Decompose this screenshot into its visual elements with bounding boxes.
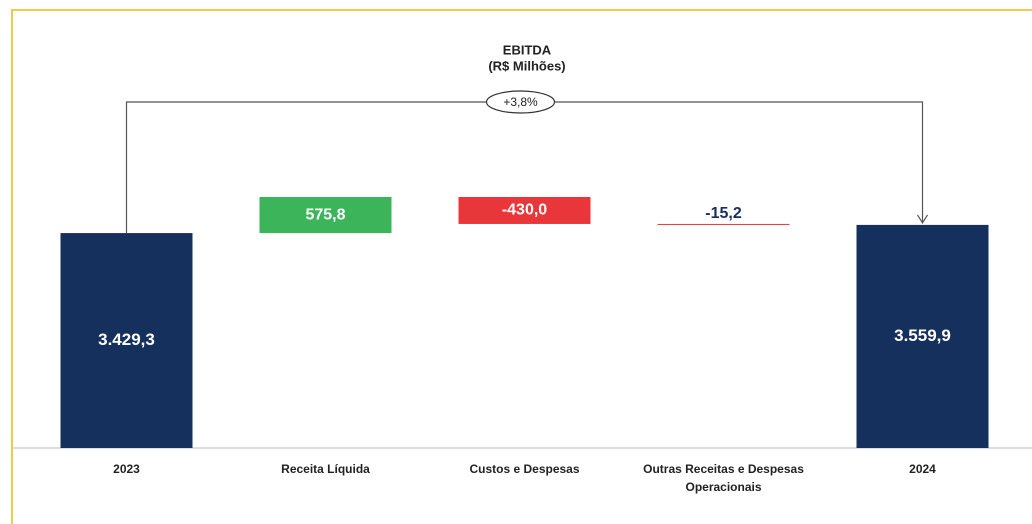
annotation-bubble: [485, 90, 556, 114]
bar: [856, 224, 989, 448]
arrow-head: [916, 214, 929, 225]
x-tick-label: Outras Receitas e Despesas Operacionais: [643, 462, 804, 494]
frame: [11, 9, 1032, 524]
data-label: -15,2: [705, 205, 742, 222]
bar: [458, 197, 591, 224]
data-label: 3.429,3: [98, 330, 155, 349]
annotation: +3,8%: [503, 95, 538, 109]
bar: [259, 197, 392, 234]
x-tick-label: Receita Líquida: [281, 462, 370, 476]
x-tick-label: Custos e Despesas: [469, 462, 580, 476]
data-label: 575,8: [305, 206, 345, 223]
data-label: 3.559,9: [894, 326, 951, 345]
chart-subtitle: (R$ Milhões): [488, 58, 565, 73]
bar: [657, 223, 790, 225]
x-tick-label: 2024: [909, 462, 936, 476]
bar: [60, 233, 193, 448]
chart-title: EBITDA: [503, 42, 552, 57]
x-tick-label: 2023: [113, 462, 140, 476]
data-label: -430,0: [502, 202, 547, 219]
